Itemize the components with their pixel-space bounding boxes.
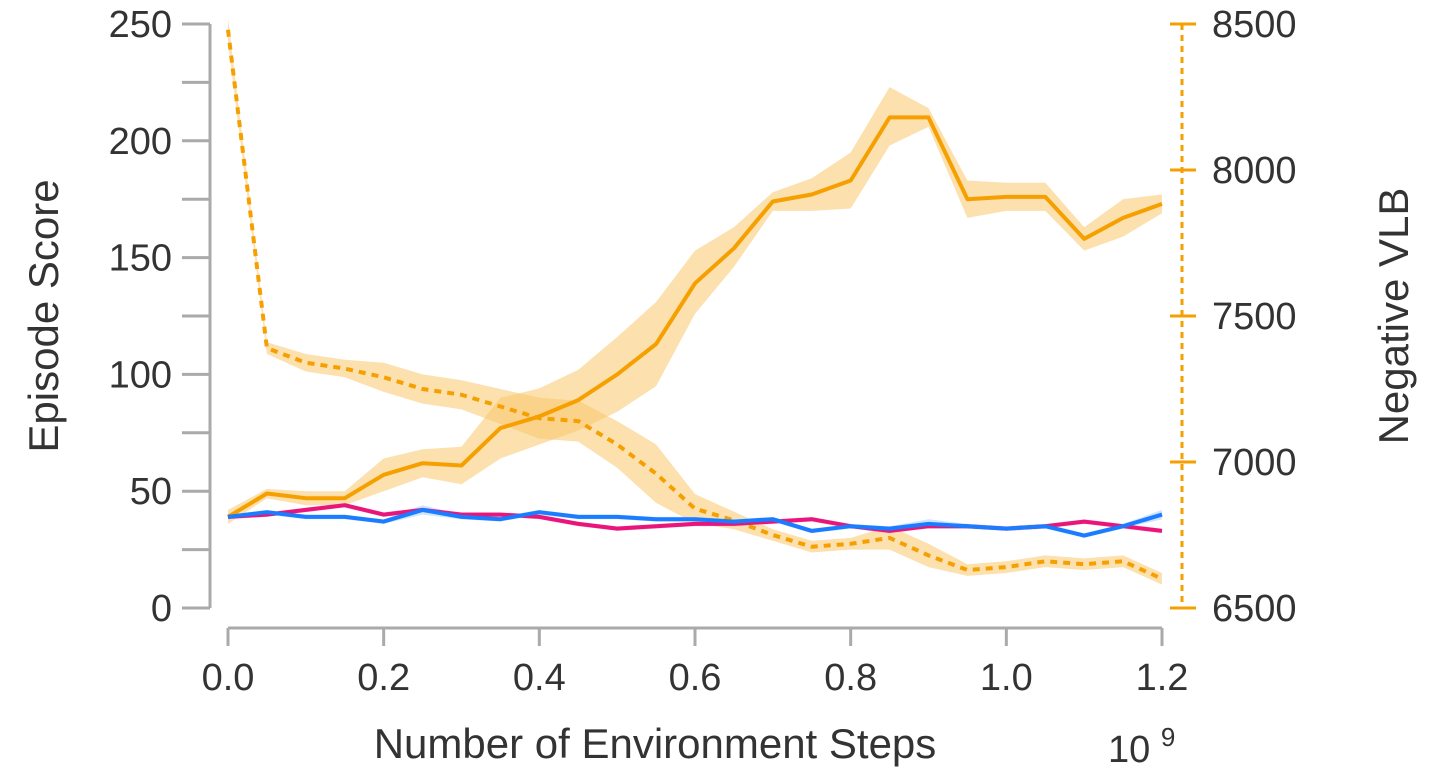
y-left-tick-label: 200 — [109, 121, 172, 163]
y-right-tick-label: 7000 — [1212, 442, 1297, 484]
y-axis-right-label: Negative VLB — [1370, 188, 1417, 445]
y-left-tick-label: 50 — [130, 471, 172, 513]
x-axis-exponent: 10 9 — [1108, 722, 1175, 771]
x-axis-exponent-base: 10 — [1108, 729, 1150, 771]
axes — [182, 22, 1196, 646]
x-tick-label: 0.6 — [669, 657, 722, 699]
series-band-3 — [228, 505, 1162, 538]
confidence-bands — [228, 18, 1162, 585]
y-right-tick-label: 8500 — [1212, 4, 1297, 46]
series-band-0 — [228, 87, 1162, 524]
tick-labels: 0 50 100 150 200 250 0.0 0.2 0.4 0.6 0.8 1.0 1.2 6500… — [109, 4, 1297, 699]
x-axis-exponent-power: 9 — [1161, 722, 1175, 752]
series-line-0 — [226, 115, 1163, 519]
x-tick-label: 0.0 — [202, 657, 255, 699]
y-left-tick-label: 250 — [109, 4, 172, 46]
y-right-tick-label: 7500 — [1212, 296, 1297, 338]
y-axis-left-label: Episode Score — [20, 179, 67, 452]
x-tick-label: 0.4 — [513, 657, 566, 699]
x-axis-label: Number of Environment Steps — [374, 720, 937, 767]
x-tick-label: 0.2 — [357, 657, 410, 699]
series-lines — [226, 29, 1163, 581]
y-left-tick-label: 100 — [109, 354, 172, 396]
y-right-tick-label: 6500 — [1212, 588, 1297, 630]
x-tick-label: 0.8 — [824, 657, 877, 699]
series-line-3 — [227, 507, 1163, 538]
y-left-tick-label: 0 — [151, 588, 172, 630]
y-right-tick-label: 8000 — [1212, 150, 1297, 192]
y-left-tick-label: 150 — [109, 238, 172, 280]
x-tick-label: 1.0 — [980, 657, 1033, 699]
x-tick-label: 1.2 — [1136, 657, 1189, 699]
